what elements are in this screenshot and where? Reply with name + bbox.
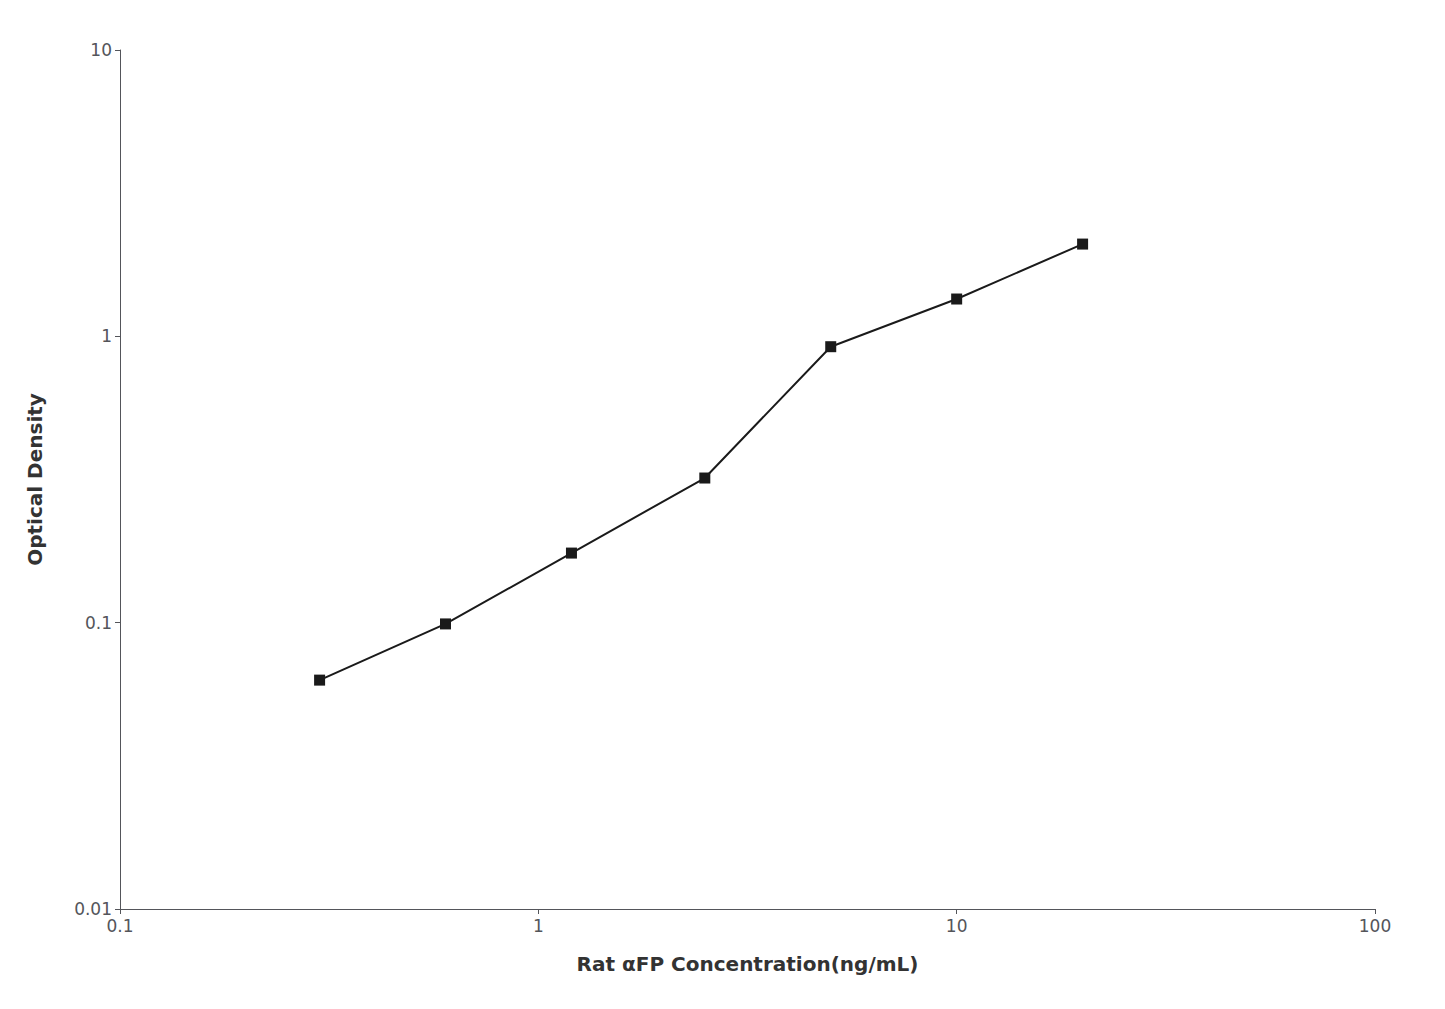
svg-text:10: 10 [946, 916, 968, 936]
svg-text:1: 1 [533, 916, 544, 936]
svg-text:100: 100 [1359, 916, 1391, 936]
svg-text:0.1: 0.1 [106, 916, 133, 936]
svg-text:0.01: 0.01 [74, 899, 112, 919]
svg-text:1: 1 [101, 326, 112, 346]
svg-text:10: 10 [90, 40, 112, 60]
svg-text:Optical Density: Optical Density [23, 393, 47, 566]
svg-text:Rat αFP Concentration(ng/mL): Rat αFP Concentration(ng/mL) [577, 952, 919, 976]
svg-text:0.1: 0.1 [85, 613, 112, 633]
